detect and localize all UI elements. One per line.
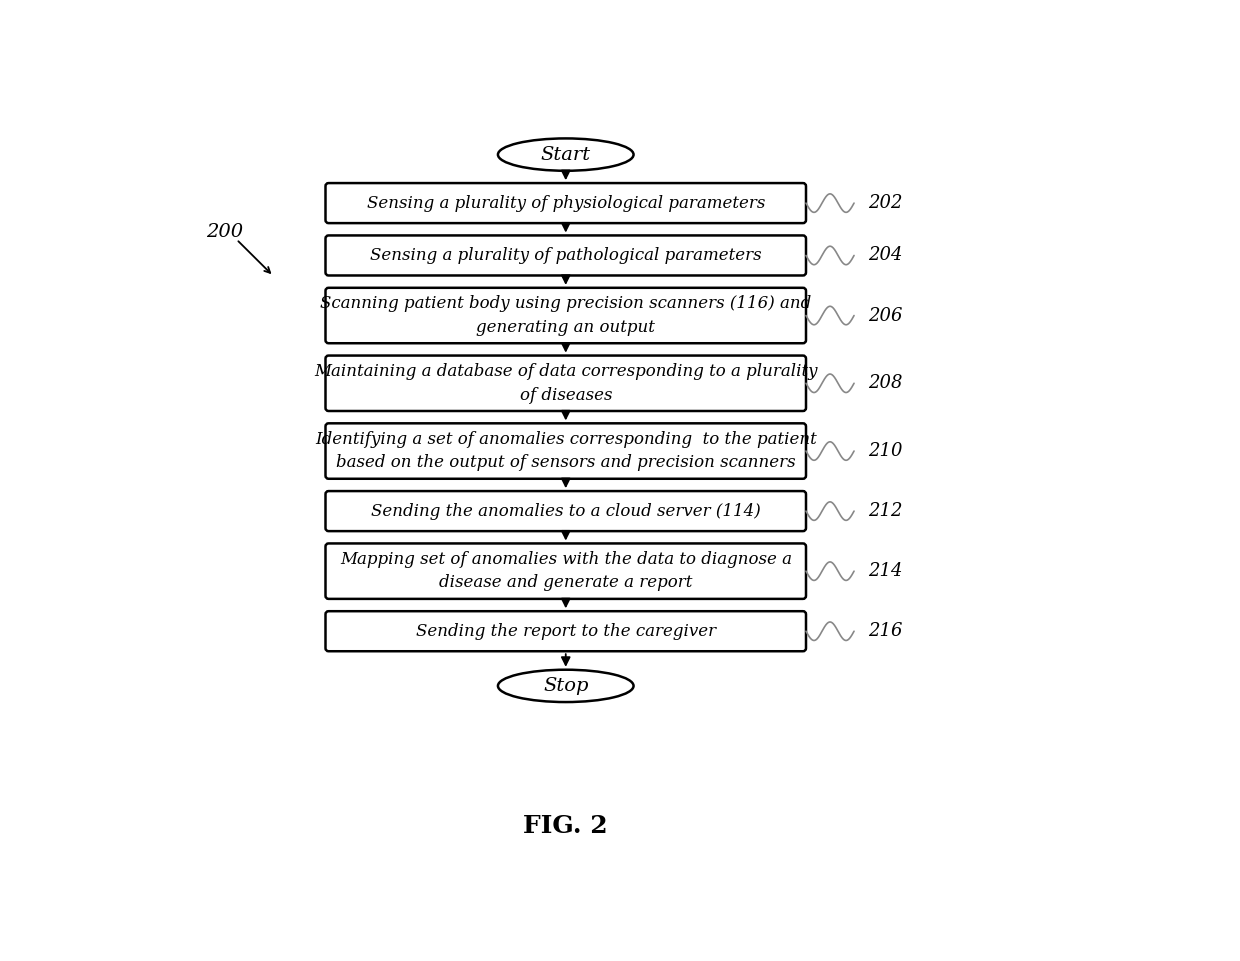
Text: 208: 208 (868, 374, 903, 392)
Text: 206: 206 (868, 307, 903, 325)
Ellipse shape (498, 670, 634, 702)
Text: 212: 212 (868, 502, 903, 520)
Text: Scanning patient body using precision scanners (116) and
generating an output: Scanning patient body using precision sc… (320, 295, 811, 335)
FancyBboxPatch shape (325, 356, 806, 411)
Text: 204: 204 (868, 246, 903, 264)
Text: Stop: Stop (543, 677, 589, 695)
Text: Start: Start (541, 145, 590, 163)
Ellipse shape (498, 138, 634, 171)
Text: 200: 200 (206, 223, 243, 240)
FancyBboxPatch shape (325, 543, 806, 599)
Text: Identifying a set of anomalies corresponding  to the patient
based on the output: Identifying a set of anomalies correspon… (315, 431, 817, 471)
Text: 202: 202 (868, 194, 903, 212)
Text: Sending the anomalies to a cloud server (114): Sending the anomalies to a cloud server … (371, 503, 760, 520)
FancyBboxPatch shape (325, 287, 806, 343)
Text: Sensing a plurality of pathological parameters: Sensing a plurality of pathological para… (370, 247, 761, 264)
Text: Sending the report to the caregiver: Sending the report to the caregiver (415, 623, 715, 640)
Text: 214: 214 (868, 562, 903, 580)
FancyBboxPatch shape (325, 491, 806, 531)
Text: 210: 210 (868, 442, 903, 460)
FancyBboxPatch shape (325, 611, 806, 652)
Text: 216: 216 (868, 622, 903, 640)
Text: FIG. 2: FIG. 2 (523, 814, 608, 838)
Text: Maintaining a database of data corresponding to a plurality
of diseases: Maintaining a database of data correspon… (314, 363, 817, 404)
Text: Sensing a plurality of physiological parameters: Sensing a plurality of physiological par… (367, 194, 765, 211)
FancyBboxPatch shape (325, 235, 806, 276)
FancyBboxPatch shape (325, 423, 806, 479)
FancyBboxPatch shape (325, 184, 806, 223)
Text: Mapping set of anomalies with the data to diagnose a
disease and generate a repo: Mapping set of anomalies with the data t… (340, 551, 792, 591)
